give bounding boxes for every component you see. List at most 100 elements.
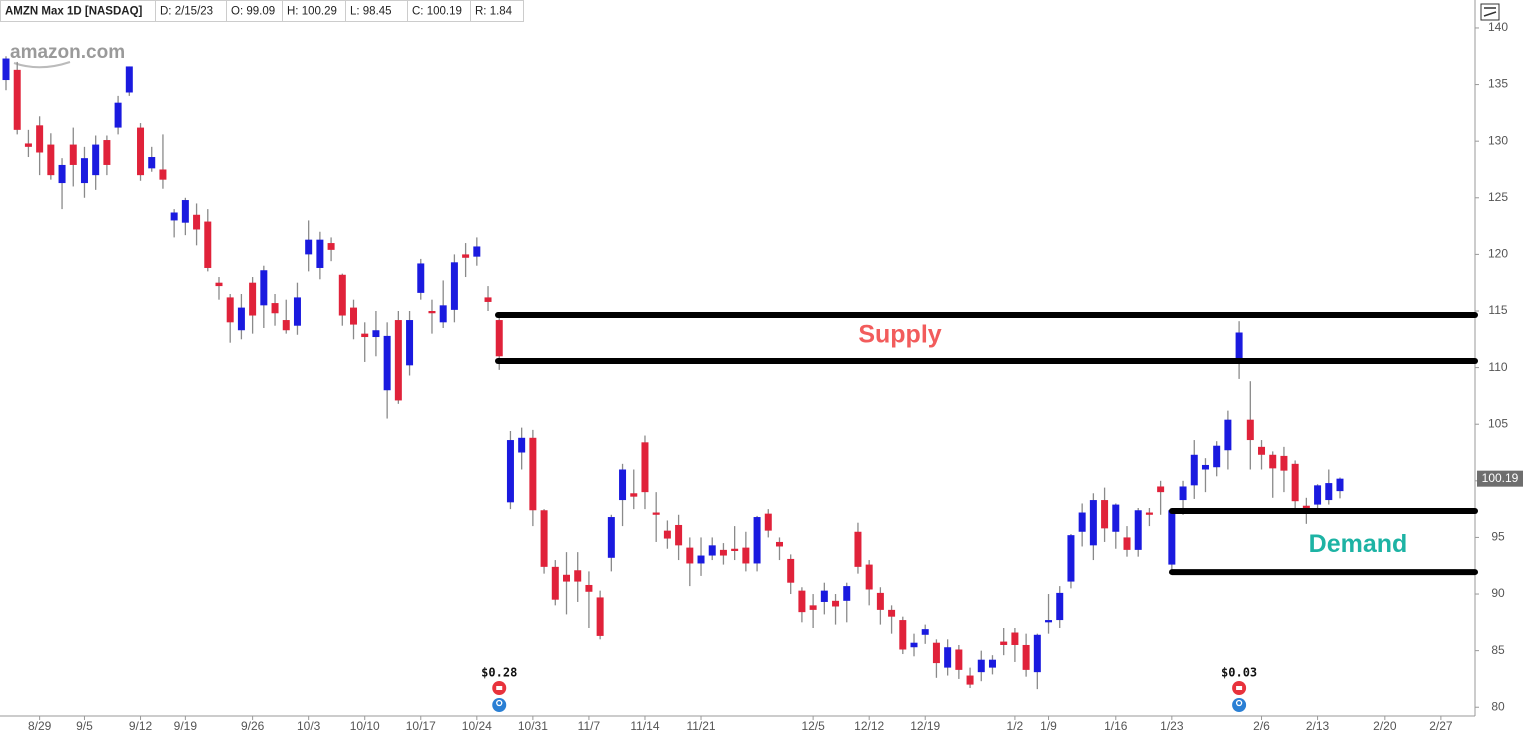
candle-body (316, 239, 324, 268)
candle-body (955, 649, 963, 670)
y-tick-label: 130 (1488, 133, 1508, 147)
candle-body (338, 274, 346, 316)
candle-body (159, 169, 167, 180)
candle-body (193, 214, 201, 230)
candle-body (1089, 500, 1097, 546)
candle-body (114, 102, 122, 128)
candle-body (1011, 632, 1019, 645)
candle-body (47, 144, 55, 176)
candle-body (383, 335, 391, 391)
header-text: AMZN Max 1D [NASDAQ] (5, 6, 143, 18)
candle-body (1134, 510, 1142, 550)
candle-body (1033, 634, 1041, 673)
candle-body (428, 310, 436, 314)
candle-body (1269, 454, 1277, 469)
candle-body (820, 590, 828, 602)
candle-body (798, 590, 806, 613)
x-tick-label: 10/31 (518, 719, 548, 733)
candle-body (1258, 446, 1266, 455)
candle-body (462, 254, 470, 258)
toolbar-icon-glyph (1483, 7, 1497, 17)
candle-body (540, 510, 548, 567)
x-tick-label: 10/3 (297, 719, 321, 733)
candle-body (697, 555, 705, 564)
candle-body (910, 642, 918, 648)
header-text: L: 98.45 (350, 6, 392, 18)
y-tick-label: 80 (1491, 699, 1505, 713)
candle-body (1078, 512, 1086, 532)
candle-body (137, 127, 145, 176)
candle-body (260, 270, 268, 306)
candle-body (708, 545, 716, 556)
candle-body (1224, 419, 1232, 451)
candle-body (1067, 535, 1075, 582)
candle-body (663, 530, 671, 539)
candle-body (843, 586, 851, 601)
logo: amazon.com (10, 42, 125, 63)
event-dividend-glyph (496, 686, 503, 690)
candle-body (69, 144, 77, 165)
candle-body (1168, 510, 1176, 565)
candle-body (282, 320, 290, 331)
candle-body (607, 517, 615, 558)
candle-body (1235, 332, 1243, 359)
x-tick-label: 1/2 (1007, 719, 1024, 733)
candle-body (719, 549, 727, 556)
candle-body (1123, 537, 1131, 550)
candle-body (1179, 486, 1187, 501)
candle-body (1145, 512, 1153, 515)
event-earnings-glyph (496, 699, 503, 707)
candle-body (585, 584, 593, 592)
candle-body (652, 512, 660, 515)
event-label: $0.03 (1221, 666, 1257, 680)
candle-body (1336, 478, 1344, 492)
header-text: D: 2/15/23 (160, 6, 213, 18)
candle-body (215, 282, 223, 287)
candle-body (686, 547, 694, 564)
candle-body (1056, 592, 1064, 621)
x-tick-label: 1/23 (1160, 719, 1184, 733)
candle-body (417, 263, 425, 293)
toolbar-icon[interactable] (1480, 3, 1500, 21)
candle-body (865, 564, 873, 590)
x-tick-label: 2/6 (1253, 719, 1270, 733)
header-text: H: 100.29 (287, 6, 337, 18)
x-tick-label: 9/26 (241, 719, 265, 733)
last-price-label: 100.19 (1482, 471, 1519, 485)
candle-body (966, 675, 974, 685)
candle-body (1201, 464, 1209, 470)
candle-body (775, 541, 783, 547)
candle-body (181, 200, 189, 223)
candle-body (1101, 500, 1109, 529)
x-tick-label: 2/20 (1373, 719, 1397, 733)
candle-body (1325, 483, 1333, 501)
event-label: $0.28 (481, 666, 517, 680)
y-tick-label: 140 (1488, 20, 1508, 34)
candle-body (372, 330, 380, 338)
event-earnings-glyph (1235, 699, 1243, 707)
candle-body (944, 647, 952, 668)
candle-body (450, 262, 458, 310)
x-tick-label: 12/5 (801, 719, 825, 733)
candle-body (764, 513, 772, 531)
candle-body (596, 597, 604, 636)
logo-smile (13, 61, 71, 69)
candle-body (36, 125, 44, 153)
candle-body (148, 157, 156, 169)
candle-body (1213, 445, 1221, 468)
candle-body (170, 212, 178, 221)
candle-body (237, 307, 245, 331)
candle-body (787, 558, 795, 583)
candle-body (1280, 455, 1288, 471)
candle-body (988, 659, 996, 668)
x-tick-label: 2/13 (1306, 719, 1330, 733)
zone-label: Supply (858, 321, 941, 349)
candle-body (1022, 644, 1030, 670)
candle-body (92, 144, 100, 176)
candle-body (529, 437, 537, 511)
candle-body (888, 609, 896, 617)
x-tick-label: 1/9 (1040, 719, 1057, 733)
x-tick-label: 9/19 (174, 719, 198, 733)
header-text: O: 99.09 (231, 6, 275, 18)
